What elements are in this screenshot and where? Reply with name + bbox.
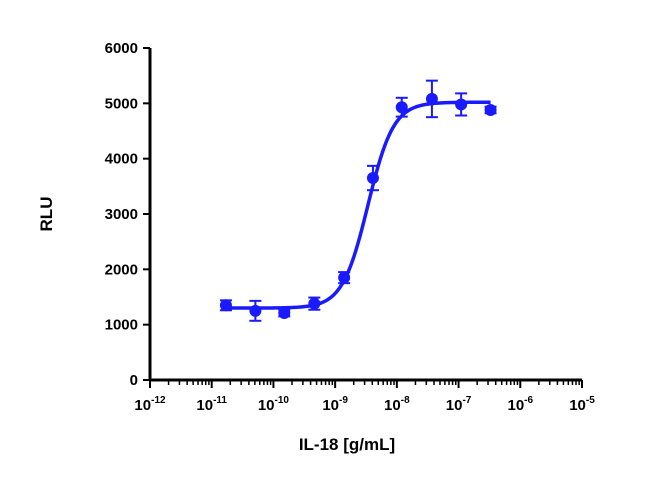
x-tick-label: 10-7 [446,395,472,414]
y-axis-title: RLU [37,197,56,232]
point-marker [366,172,379,185]
point-marker [484,103,497,116]
x-tick-label: 10-8 [384,395,410,414]
point-marker [308,297,321,310]
y-tick-label: 2000 [105,261,138,278]
y-tick-label: 4000 [105,151,138,168]
fit-curve-layer [225,100,491,310]
y-tick-label: 3000 [105,206,138,223]
data-point [308,296,321,311]
x-tick-label: 10-12 [134,395,166,414]
point-marker [455,98,468,111]
y-tick-label: 1000 [105,317,138,334]
point-marker [395,101,408,114]
point-marker [249,304,262,317]
x-ticks: 10-12 10-11 10-10 10-9 10-8 10-7 10-6 10-5 [134,380,595,414]
x-tick-label: 10-9 [322,395,348,414]
x-tick-label: 10-10 [258,395,290,414]
data-point [219,299,232,312]
data-point [278,307,291,320]
fit-curve [225,100,491,310]
data-point [366,164,379,192]
data-point [484,103,497,116]
x-tick-label: 10-11 [196,395,227,414]
x-tick-label: 10-5 [569,395,595,414]
data-point [425,79,438,119]
point-marker [278,307,291,320]
point-marker [425,92,438,105]
data-points-layer [219,79,497,322]
y-ticks: 0 1000 2000 3000 4000 5000 6000 [105,40,150,389]
x-tick-label: 10-6 [507,395,533,414]
point-marker [219,299,232,312]
data-point [395,96,408,118]
data-point [249,299,262,322]
y-tick-label: 0 [130,372,138,389]
x-axis-title: IL-18 [g/mL] [299,435,395,454]
point-marker [338,271,351,284]
y-tick-label: 5000 [105,95,138,112]
data-point [338,271,351,285]
data-point [455,92,468,117]
y-tick-label: 6000 [105,40,138,57]
